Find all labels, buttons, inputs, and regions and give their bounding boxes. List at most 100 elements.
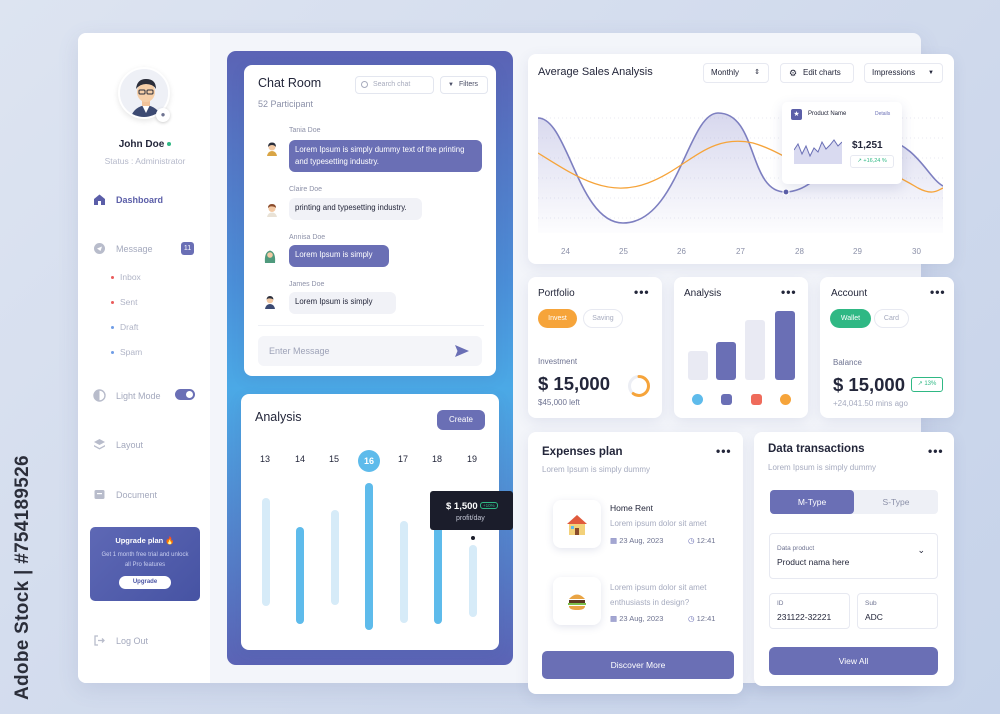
tab-m-type[interactable]: M-Type — [770, 490, 854, 514]
edit-charts-button[interactable]: ⚙ Edit charts — [780, 63, 854, 83]
view-all-button[interactable]: View All — [769, 647, 938, 675]
light-mode-toggle[interactable] — [175, 389, 195, 400]
expense-time: ◷ 12:41 — [688, 614, 716, 623]
x-axis-label: 25 — [619, 247, 628, 256]
tooltip-change: ↗ +16,24 % — [850, 155, 894, 168]
calendar-icon: ▦ — [610, 614, 618, 623]
nav-draft[interactable]: Draft — [110, 322, 139, 332]
tab-invest[interactable]: Invest — [538, 309, 577, 328]
tooltip-details-link[interactable]: Details — [875, 111, 891, 117]
more-icon[interactable]: ••• — [930, 285, 946, 299]
message-count-badge: 11 — [181, 242, 194, 255]
message-bubble: Lorem Ipsum is simply dummy text of the … — [289, 140, 482, 172]
nav-dashboard[interactable]: Dashboard — [93, 193, 163, 206]
nav-message[interactable]: Message — [93, 242, 153, 255]
analysis-bar — [262, 498, 270, 606]
burger-icon — [553, 577, 601, 625]
period-select[interactable]: Monthly ⇕ — [703, 63, 769, 83]
analysis-bar — [434, 524, 442, 624]
sub-field[interactable]: Sub ADC — [857, 593, 938, 629]
chat-search-input[interactable]: Search chat — [355, 76, 434, 94]
half-moon-icon — [93, 389, 106, 402]
nav-document[interactable]: Document — [93, 488, 157, 501]
day-label[interactable]: 18 — [431, 454, 442, 464]
expenses-title: Expenses plan — [542, 446, 623, 458]
expense-time: ◷ 12:41 — [688, 536, 716, 545]
day-label[interactable]: 13 — [259, 454, 270, 464]
star-icon: ★ — [791, 109, 802, 120]
message-author: Tania Doe — [289, 127, 321, 134]
metric-select[interactable]: Impressions ▼ — [864, 63, 943, 83]
message-bubble: Lorem Ipsum is simply — [289, 245, 389, 267]
nav-inbox[interactable]: Inbox — [111, 272, 141, 282]
investment-left: $45,000 left — [538, 398, 580, 407]
transactions-subtitle: Lorem Ipsum is simply dummy — [768, 463, 877, 472]
x-axis-label: 29 — [853, 247, 862, 256]
create-button[interactable]: Create — [437, 410, 485, 430]
balance-change: ↗ 13% — [911, 377, 943, 392]
tooltip-point — [470, 535, 476, 541]
message-input[interactable]: Enter Message — [258, 336, 482, 366]
day-label-selected[interactable]: 16 — [358, 450, 380, 472]
nav-document-label: Document — [116, 489, 158, 500]
category-icon — [692, 394, 703, 405]
transactions-title: Data transactions — [768, 443, 865, 455]
id-field[interactable]: ID 231122-32221 — [769, 593, 850, 629]
message-author: Annisa Doe — [289, 234, 326, 241]
balance-value: $ 15,000 — [833, 374, 906, 395]
id-label: ID — [777, 600, 784, 607]
sub-label: Sub — [865, 600, 877, 607]
expense-desc: Lorem ipsum dolor sit amet — [610, 519, 707, 528]
day-label[interactable]: 15 — [328, 454, 339, 464]
analysis-bar — [469, 545, 477, 617]
account-title: Account — [831, 288, 868, 299]
tab-card[interactable]: Card — [874, 309, 909, 328]
expense-title: Home Rent — [610, 503, 653, 513]
nav-layout[interactable]: Layout — [93, 438, 143, 451]
x-axis-label: 24 — [561, 247, 570, 256]
category-icon — [780, 394, 791, 405]
male-avatar-icon — [265, 296, 275, 309]
nav-layout-label: Layout — [116, 439, 144, 450]
tab-saving[interactable]: Saving — [583, 309, 623, 328]
tab-s-type[interactable]: S-Type — [882, 497, 910, 507]
updown-icon: ⇕ — [754, 69, 760, 76]
filters-button[interactable]: Filters — [440, 76, 488, 94]
online-dot — [167, 142, 172, 147]
search-icon — [361, 81, 368, 88]
discover-more-button[interactable]: Discover More — [542, 651, 734, 679]
tab-wallet[interactable]: Wallet — [830, 309, 871, 328]
upgrade-button[interactable]: Upgrade — [119, 576, 171, 589]
more-icon[interactable]: ••• — [634, 285, 650, 299]
balance-sub: +24,041.50 mins ago — [833, 399, 908, 408]
more-icon[interactable]: ••• — [781, 285, 797, 299]
day-label[interactable]: 14 — [294, 454, 305, 464]
more-icon[interactable]: ••• — [928, 444, 944, 458]
send-icon[interactable] — [454, 344, 470, 358]
expenses-card — [528, 432, 743, 694]
day-label[interactable]: 17 — [397, 454, 408, 464]
product-tooltip: ★ Product Name Details $1,251 ↗ +16,24 % — [782, 102, 902, 184]
user-status: Status : Administrator — [104, 156, 186, 166]
tooltip-product-name: Product Name — [808, 111, 847, 117]
upgrade-title: Upgrade plan 🔥 — [115, 536, 175, 545]
day-label[interactable]: 19 — [466, 454, 477, 464]
analysis-mini-title: Analysis — [684, 288, 722, 299]
tooltip-price: $1,251 — [852, 140, 883, 151]
data-product-label: Data product — [777, 545, 815, 552]
house-icon — [553, 500, 601, 548]
nav-logout[interactable]: Log Out — [93, 634, 148, 647]
data-product-select[interactable]: Data product Product nama here ⌄ — [769, 533, 938, 579]
clock-icon: ◷ — [688, 536, 695, 545]
avatar-edit-icon[interactable]: ● — [156, 108, 170, 122]
expense-date: ▦ 23 Aug, 2023 — [610, 614, 664, 623]
x-axis-label: 26 — [677, 247, 686, 256]
female-avatar-icon — [267, 142, 277, 156]
sales-line — [538, 140, 943, 193]
mini-bar — [745, 320, 765, 380]
chat-divider — [258, 325, 484, 326]
nav-sent[interactable]: Sent — [111, 297, 138, 307]
nav-spam[interactable]: Spam — [110, 347, 143, 357]
chevron-down-icon: ⌄ — [917, 545, 925, 555]
more-icon[interactable]: ••• — [716, 444, 732, 458]
